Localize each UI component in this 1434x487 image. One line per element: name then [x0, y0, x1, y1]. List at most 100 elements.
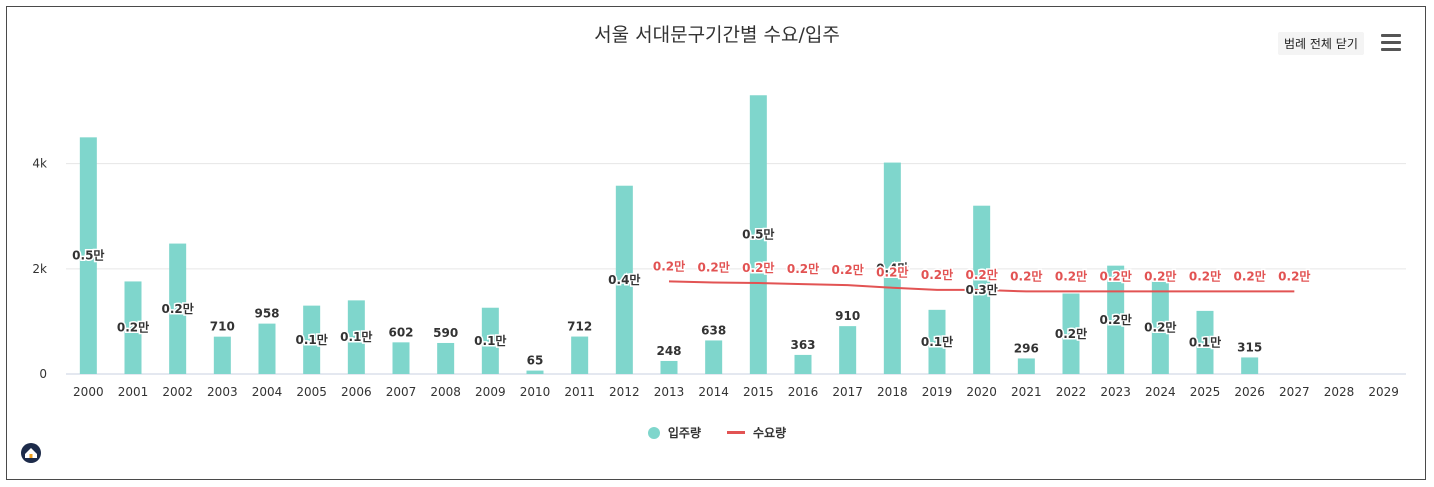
- bar-data-label: 296: [1014, 341, 1039, 355]
- bar: [213, 336, 231, 374]
- bar: [571, 336, 589, 374]
- bar-data-label: 638: [701, 323, 726, 337]
- bar-data-label: 0.3만: [966, 282, 998, 297]
- line-data-label: 0.2만: [876, 265, 908, 280]
- x-tick-label: 2016: [788, 385, 819, 399]
- legend-supply-label: 입주량: [667, 426, 701, 440]
- bar-data-label: 0.5만: [742, 227, 774, 242]
- demand-line: [668, 280, 1295, 293]
- bar: [124, 281, 142, 374]
- chart-frame: [6, 6, 1426, 480]
- bar-data-label: 0.4만: [608, 272, 640, 287]
- bar-data-label: 910: [835, 309, 860, 323]
- bar-data-label: 958: [254, 307, 279, 321]
- bar-data-label: 0.4만: [876, 260, 908, 275]
- line-data-label: 0.2만: [653, 258, 685, 273]
- bar-data-label: 248: [656, 344, 681, 358]
- legend-item-supply[interactable]: 입주량: [647, 424, 701, 441]
- bar-data-label: 0.1만: [921, 334, 953, 349]
- bar: [794, 354, 812, 374]
- x-tick-label: 2008: [430, 385, 461, 399]
- x-tick-label: 2021: [1011, 385, 1042, 399]
- bar-data-label: 0.1만: [340, 329, 372, 344]
- x-tick-label: 2014: [698, 385, 729, 399]
- logo-icon[interactable]: [20, 442, 42, 464]
- line-data-label: 0.2만: [921, 267, 953, 282]
- x-tick-label: 2020: [966, 385, 997, 399]
- x-tick-label: 2028: [1324, 385, 1355, 399]
- legend-demand-label: 수요량: [753, 426, 787, 440]
- x-tick-label: 2010: [520, 385, 551, 399]
- x-tick-label: 2000: [73, 385, 104, 399]
- x-tick-label: 2007: [386, 385, 417, 399]
- bar: [347, 300, 365, 374]
- x-tick-label: 2019: [922, 385, 953, 399]
- line-data-label: 0.2만: [1010, 268, 1042, 283]
- bar-data-label: 65: [527, 354, 544, 368]
- x-tick-label: 2002: [162, 385, 193, 399]
- x-tick-label: 2013: [654, 385, 685, 399]
- x-tick-label: 2027: [1279, 385, 1310, 399]
- legend-supply-marker: [647, 426, 660, 439]
- x-tick-label: 2025: [1190, 385, 1221, 399]
- x-tick-label: 2018: [877, 385, 908, 399]
- x-tick-label: 2023: [1100, 385, 1131, 399]
- bar: [660, 360, 678, 374]
- y-tick-label: 0: [39, 367, 47, 381]
- bar: [1062, 293, 1080, 374]
- bar-data-label: 0.2만: [117, 320, 149, 335]
- x-tick-label: 2011: [564, 385, 595, 399]
- x-tick-label: 2005: [296, 385, 327, 399]
- legend-toggle-button[interactable]: 범례 전체 닫기: [1278, 32, 1364, 55]
- bar: [392, 342, 410, 374]
- bar: [928, 309, 946, 374]
- bar-data-label: 363: [790, 338, 815, 352]
- bar: [481, 307, 499, 374]
- bar: [1017, 358, 1035, 374]
- hamburger-menu-icon[interactable]: [1381, 34, 1405, 52]
- chart-title: 서울 서대문구기간별 수요/입주: [594, 24, 840, 46]
- bar-data-label: 0.5만: [72, 248, 104, 263]
- bar-data-label: 315: [1237, 340, 1262, 354]
- bar: [615, 185, 633, 374]
- x-tick-label: 2012: [609, 385, 640, 399]
- bar-data-label: 0.2만: [1100, 312, 1132, 327]
- x-tick-label: 2015: [743, 385, 774, 399]
- line-data-label: 0.2만: [787, 261, 819, 276]
- bar-data-label: 0.2만: [162, 301, 194, 316]
- bar: [1107, 265, 1125, 374]
- x-tick-label: 2006: [341, 385, 372, 399]
- line-data-label: 0.2만: [966, 267, 998, 282]
- bar: [437, 342, 455, 374]
- x-tick-label: 2022: [1056, 385, 1087, 399]
- bar-data-label: 0.1만: [296, 332, 328, 347]
- bar: [258, 323, 276, 374]
- legend: 입주량 수요량: [0, 424, 1434, 441]
- bar: [1151, 281, 1169, 374]
- bar: [526, 370, 544, 374]
- line-data-label: 0.2만: [698, 259, 730, 274]
- bar: [749, 95, 767, 374]
- line-data-label: 0.2만: [742, 260, 774, 275]
- bar: [705, 340, 723, 374]
- line-data-label: 0.2만: [1234, 268, 1266, 283]
- line-data-label: 0.2만: [1144, 268, 1176, 283]
- x-tick-label: 2003: [207, 385, 238, 399]
- bar-data-label: 0.2만: [1055, 326, 1087, 341]
- bar: [839, 326, 857, 374]
- x-tick-label: 2017: [832, 385, 863, 399]
- x-tick-label: 2009: [475, 385, 506, 399]
- x-tick-label: 2004: [252, 385, 283, 399]
- line-data-label: 0.2만: [1278, 268, 1310, 283]
- bar-data-label: 590: [433, 326, 458, 340]
- bar-data-label: 602: [388, 325, 413, 339]
- bar-data-label: 712: [567, 320, 592, 334]
- bar-data-label: 0.2만: [1144, 320, 1176, 335]
- line-data-label: 0.2만: [1189, 268, 1221, 283]
- bar: [169, 243, 187, 374]
- bar-data-label: 710: [210, 320, 235, 334]
- bar: [79, 137, 97, 374]
- x-tick-label: 2024: [1145, 385, 1176, 399]
- legend-item-demand[interactable]: 수요량: [727, 424, 786, 441]
